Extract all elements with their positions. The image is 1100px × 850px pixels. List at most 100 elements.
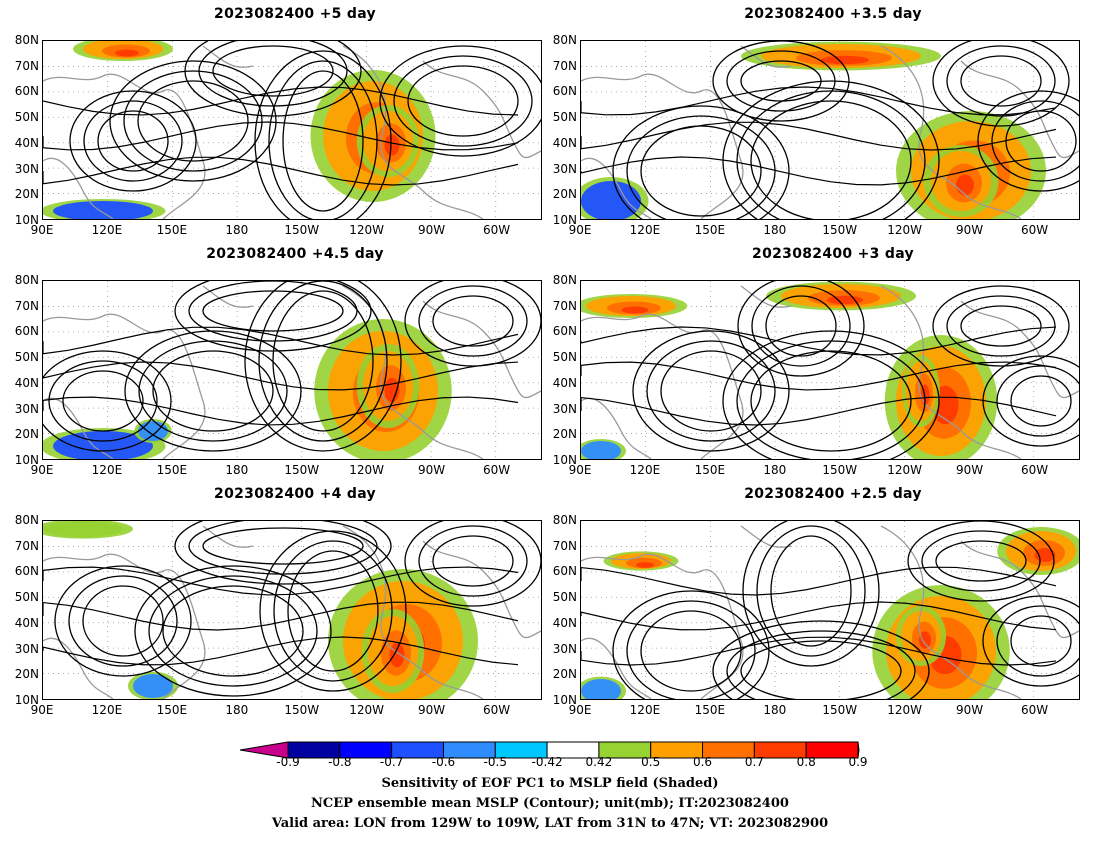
sensitivity-shading xyxy=(115,49,139,57)
mslp-contour xyxy=(43,566,519,596)
mslp-contour xyxy=(134,565,332,697)
coastline xyxy=(43,637,114,699)
mslp-contour xyxy=(960,55,1042,107)
lat-tick-label: 70N xyxy=(14,298,39,313)
mslp-contour xyxy=(69,90,197,192)
mslp-contour xyxy=(43,326,519,356)
mslp-contour xyxy=(626,115,776,219)
lat-tick-label: 50N xyxy=(552,110,577,125)
mslp-contour xyxy=(960,305,1042,347)
lon-tick-label: 90E xyxy=(30,463,54,477)
lat-tick-label: 20N xyxy=(552,187,577,202)
mslp-contour xyxy=(921,530,1041,592)
sensitivity-shading xyxy=(621,306,649,314)
mslp-contour xyxy=(272,290,374,432)
mslp-contour xyxy=(726,630,916,699)
lat-tick-label: 80N xyxy=(552,273,577,287)
mslp-contour xyxy=(43,156,519,186)
mslp-contour xyxy=(138,340,288,442)
lon-tick-label: 90E xyxy=(30,223,54,237)
mslp-contour xyxy=(198,41,348,107)
lat-tick-label: 40N xyxy=(14,135,39,150)
mslp-contour xyxy=(148,575,318,687)
lon-tick-label: 180 xyxy=(763,223,787,237)
mslp-contour xyxy=(432,535,514,587)
map-panel: 2023082400 +4.5 day 80N 70N 60N 50N 40N 30N 20N… xyxy=(15,246,542,477)
lon-tick-label: 150E xyxy=(694,223,726,237)
coastline xyxy=(581,553,744,699)
mslp-contour xyxy=(612,105,790,219)
lon-tick-label: 180 xyxy=(763,703,787,717)
lat-tick-label: 70N xyxy=(14,58,39,73)
mslp-contour xyxy=(932,41,1070,127)
caption-valid-area: Valid area: LON from 129W to 109W, LAT f… xyxy=(271,816,829,831)
mslp-contour xyxy=(379,45,541,157)
mslp-contour xyxy=(43,86,519,116)
map-panel: 2023082400 +4 day 80N 70N 60N 50N 40N 30N 20N 10… xyxy=(15,486,542,717)
coastline xyxy=(422,60,541,159)
colorbar xyxy=(239,740,860,760)
coastline xyxy=(740,285,792,308)
panel-title: 2023082400 +4 day xyxy=(214,486,376,502)
mslp-contour xyxy=(632,330,790,452)
mslp-contour xyxy=(43,601,519,631)
panel-title: 2023082400 +4.5 day xyxy=(206,246,384,262)
lon-tick-label: 120E xyxy=(91,463,123,477)
mslp-contour xyxy=(152,350,274,432)
lat-tick-label: 10N xyxy=(14,693,39,707)
coastline xyxy=(740,45,792,68)
colorbar-tick-label: 0.42 xyxy=(585,755,613,769)
coastline xyxy=(43,157,114,219)
mslp-contour xyxy=(43,350,172,452)
lat-tick-label: 10N xyxy=(552,213,577,227)
mslp-contour xyxy=(62,370,144,432)
panel-title: 2023082400 +3 day xyxy=(752,246,914,262)
mslp-contour xyxy=(626,600,756,699)
panel-title: 2023082400 +3.5 day xyxy=(744,6,922,22)
lon-tick-label: 180 xyxy=(225,703,249,717)
panel-title: 2023082400 +2.5 day xyxy=(744,486,922,502)
lon-tick-label: 90W xyxy=(418,463,446,477)
lon-tick-label: 120W xyxy=(887,463,923,477)
mslp-contour xyxy=(581,601,1057,631)
lat-tick-label: 60N xyxy=(14,324,39,339)
coastline xyxy=(422,540,541,639)
lon-tick-label: 120E xyxy=(91,703,123,717)
lat-tick-label: 40N xyxy=(552,375,577,390)
mslp-contour xyxy=(82,585,164,657)
lat-tick-label: 20N xyxy=(14,667,39,682)
mslp-contour xyxy=(736,90,926,219)
lon-tick-label: 60W xyxy=(1020,223,1049,237)
coastline xyxy=(342,525,484,699)
lat-tick-label: 70N xyxy=(552,298,577,313)
mslp-contour xyxy=(737,281,865,377)
mslp-contour xyxy=(977,90,1079,192)
lon-tick-label: 150W xyxy=(284,703,320,717)
colorbar-tick-label: 0.9 xyxy=(848,755,868,769)
lat-tick-label: 80N xyxy=(552,33,577,47)
colorbar-tick-label: 0.7 xyxy=(744,755,764,769)
mslp-contour xyxy=(742,521,880,667)
lat-tick-label: 40N xyxy=(552,135,577,150)
mslp-contour xyxy=(640,610,742,692)
mslp-contour xyxy=(407,65,519,137)
mslp-contour xyxy=(43,636,519,666)
lon-tick-label: 90E xyxy=(568,703,592,717)
coastline xyxy=(581,157,652,219)
coastline xyxy=(960,60,1079,159)
mslp-contour xyxy=(273,540,393,682)
lat-tick-label: 30N xyxy=(14,401,39,416)
lat-tick-label: 70N xyxy=(14,538,39,553)
mslp-contour xyxy=(212,45,334,97)
lat-tick-label: 50N xyxy=(552,350,577,365)
mslp-contour xyxy=(581,326,1057,356)
lat-tick-label: 70N xyxy=(552,58,577,73)
mslp-contour xyxy=(765,295,837,357)
lon-tick-label: 120E xyxy=(91,223,123,237)
lon-tick-label: 90W xyxy=(418,223,446,237)
lat-tick-label: 70N xyxy=(552,538,577,553)
panel-title: 2023082400 +5 day xyxy=(214,6,376,22)
lat-tick-label: 50N xyxy=(14,350,39,365)
coastline xyxy=(422,300,541,399)
mslp-contour xyxy=(907,521,1055,602)
